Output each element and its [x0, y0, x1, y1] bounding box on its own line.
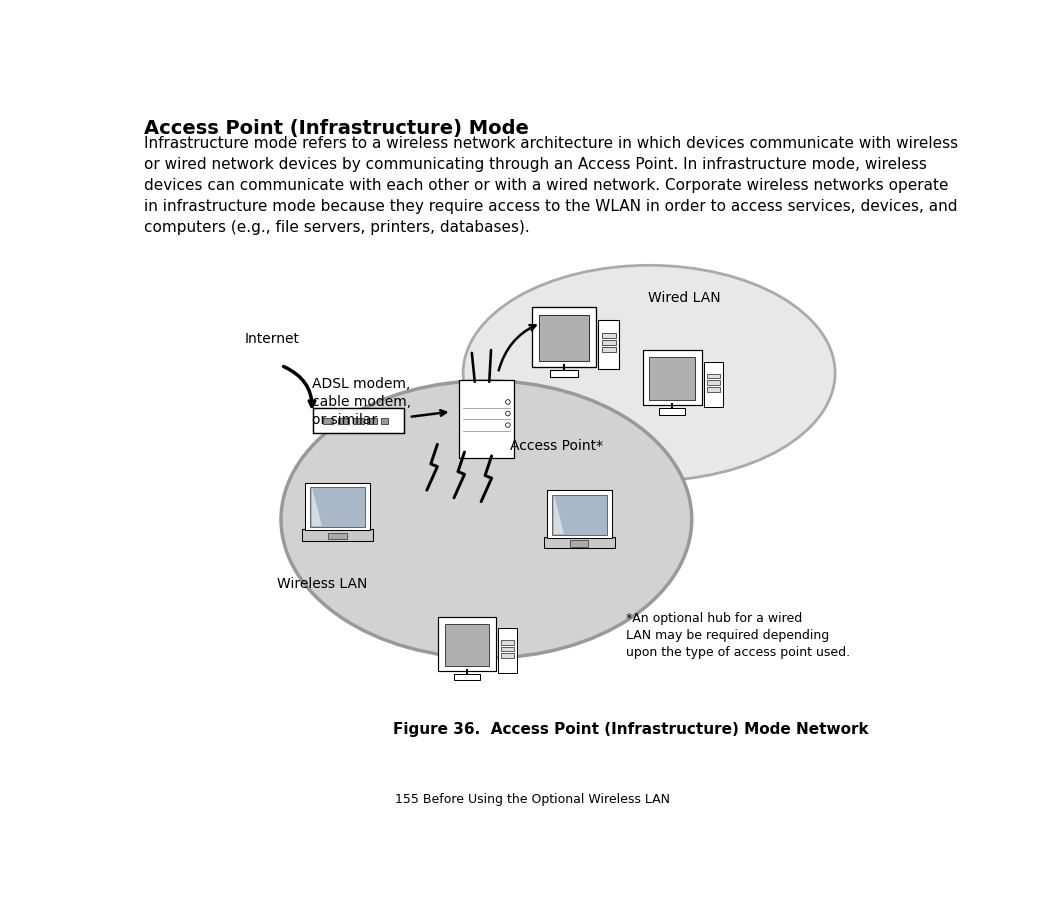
FancyBboxPatch shape: [602, 340, 616, 344]
FancyBboxPatch shape: [328, 532, 347, 539]
FancyBboxPatch shape: [501, 653, 513, 658]
Text: Infrastructure mode refers to a wireless network architecture in which devices c: Infrastructure mode refers to a wireless…: [143, 136, 958, 235]
FancyBboxPatch shape: [570, 541, 588, 547]
Ellipse shape: [281, 380, 692, 658]
FancyBboxPatch shape: [445, 624, 489, 666]
FancyBboxPatch shape: [550, 370, 578, 377]
FancyBboxPatch shape: [380, 418, 389, 424]
FancyBboxPatch shape: [643, 350, 701, 405]
Text: Figure 36.  Access Point (Infrastructure) Mode Network: Figure 36. Access Point (Infrastructure)…: [394, 721, 869, 737]
FancyBboxPatch shape: [543, 537, 615, 549]
FancyBboxPatch shape: [498, 628, 516, 673]
FancyBboxPatch shape: [367, 418, 377, 424]
Text: Wired LAN: Wired LAN: [647, 291, 720, 306]
FancyBboxPatch shape: [501, 647, 513, 651]
FancyBboxPatch shape: [454, 673, 480, 680]
FancyBboxPatch shape: [602, 347, 616, 352]
Text: 155 Before Using the Optional Wireless LAN: 155 Before Using the Optional Wireless L…: [395, 793, 669, 806]
Text: Wireless LAN: Wireless LAN: [277, 577, 368, 591]
FancyBboxPatch shape: [602, 332, 616, 338]
Polygon shape: [312, 486, 322, 527]
FancyBboxPatch shape: [313, 408, 404, 433]
Polygon shape: [554, 495, 564, 534]
Circle shape: [506, 400, 510, 404]
FancyBboxPatch shape: [310, 487, 366, 527]
FancyBboxPatch shape: [501, 640, 513, 645]
FancyBboxPatch shape: [458, 380, 514, 459]
FancyBboxPatch shape: [539, 315, 589, 361]
FancyBboxPatch shape: [598, 320, 619, 369]
FancyBboxPatch shape: [353, 418, 364, 424]
Text: Access Point (Infrastructure) Mode: Access Point (Infrastructure) Mode: [143, 119, 529, 138]
FancyBboxPatch shape: [649, 357, 695, 401]
FancyBboxPatch shape: [438, 617, 496, 671]
FancyBboxPatch shape: [708, 380, 720, 385]
Circle shape: [506, 411, 510, 415]
Text: ADSL modem,
cable modem,
or similar: ADSL modem, cable modem, or similar: [312, 377, 411, 426]
FancyBboxPatch shape: [708, 387, 720, 391]
FancyBboxPatch shape: [339, 418, 349, 424]
FancyBboxPatch shape: [532, 307, 595, 367]
FancyBboxPatch shape: [323, 418, 332, 424]
FancyBboxPatch shape: [708, 374, 720, 379]
Ellipse shape: [463, 265, 835, 481]
FancyBboxPatch shape: [547, 490, 612, 538]
Text: Access Point*: Access Point*: [509, 438, 603, 452]
FancyBboxPatch shape: [660, 408, 686, 414]
FancyBboxPatch shape: [302, 529, 373, 541]
FancyBboxPatch shape: [552, 495, 607, 535]
FancyBboxPatch shape: [704, 362, 723, 407]
Text: Internet: Internet: [244, 332, 299, 346]
Text: *An optional hub for a wired
LAN may be required depending
upon the type of acce: *An optional hub for a wired LAN may be …: [625, 612, 850, 659]
FancyBboxPatch shape: [304, 483, 370, 530]
Circle shape: [506, 423, 510, 427]
